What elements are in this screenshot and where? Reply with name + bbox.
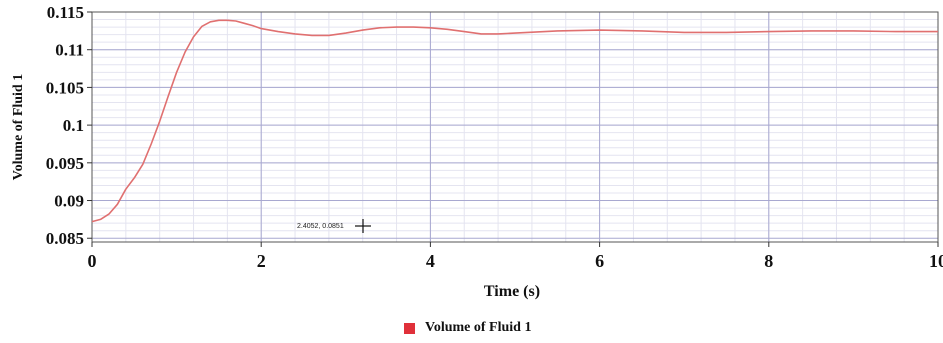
series-line-volume-of-fluid-1: [91, 19, 938, 223]
y-tick-label: 0.11: [55, 41, 84, 60]
legend: Volume of Fluid 1: [404, 318, 531, 338]
y-tick-label: 0.095: [46, 154, 84, 173]
plot-area: [92, 12, 938, 242]
legend-label-volume-of-fluid-1: Volume of Fluid 1: [425, 320, 532, 335]
x-axis-title: Time (s): [484, 283, 540, 300]
crosshair-cursor[interactable]: 2.4052, 0.0851: [297, 219, 371, 233]
x-tick-label: 6: [595, 251, 604, 271]
plot-frame: [91, 11, 939, 243]
y-tick-label: 0.09: [54, 192, 84, 211]
cursor-readout: 2.4052, 0.0851: [297, 223, 344, 230]
y-tick-label: 0.105: [46, 78, 84, 97]
series-layer: [91, 19, 938, 223]
x-tick-label: 4: [426, 251, 435, 271]
y-axis-ticks: 0.115 0.11 0.105 0.1 0.095 0.09 0.085: [46, 3, 92, 248]
y-tick-label: 0.1: [63, 116, 84, 135]
y-tick-label: 0.115: [47, 3, 84, 22]
x-tick-label: 10: [929, 251, 943, 271]
major-grid: [91, 11, 939, 242]
legend-swatch: [404, 322, 415, 334]
x-axis-ticks: 0 2 4 6 8 10: [88, 242, 943, 271]
x-tick-label: 8: [764, 251, 773, 271]
y-tick-label: 0.085: [46, 229, 84, 248]
y-axis-title: Volume of Fluid 1: [11, 74, 26, 180]
x-tick-label: 2: [257, 251, 266, 271]
x-tick-label: 0: [88, 251, 97, 271]
